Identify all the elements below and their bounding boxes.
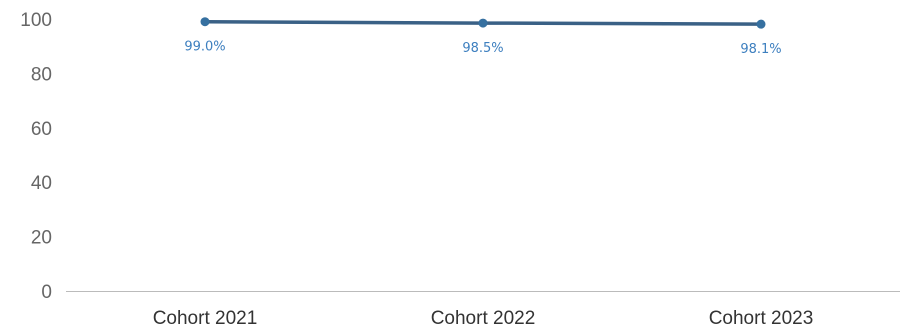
- y-tick-label: 80: [31, 64, 52, 85]
- x-axis-labels: Cohort 2021 Cohort 2022 Cohort 2023: [153, 308, 814, 329]
- data-label: 98.5%: [462, 41, 503, 56]
- data-labels: 99.0% 98.5% 98.1%: [184, 40, 781, 57]
- data-point[interactable]: [200, 17, 210, 27]
- x-tick-label: Cohort 2022: [431, 308, 536, 329]
- y-tick-label: 0: [41, 282, 52, 303]
- y-tick-label: 60: [31, 119, 52, 140]
- y-axis-ticks: 0 20 40 60 80 100: [20, 10, 52, 303]
- y-tick-label: 20: [31, 228, 52, 249]
- data-point[interactable]: [478, 18, 488, 28]
- series-group: [200, 17, 766, 29]
- data-label: 98.1%: [740, 42, 781, 57]
- x-tick-label: Cohort 2021: [153, 308, 258, 329]
- data-point[interactable]: [756, 19, 766, 29]
- y-tick-label: 100: [20, 10, 52, 31]
- x-tick-label: Cohort 2023: [709, 308, 814, 329]
- data-label: 99.0%: [184, 40, 225, 55]
- y-tick-label: 40: [31, 173, 52, 194]
